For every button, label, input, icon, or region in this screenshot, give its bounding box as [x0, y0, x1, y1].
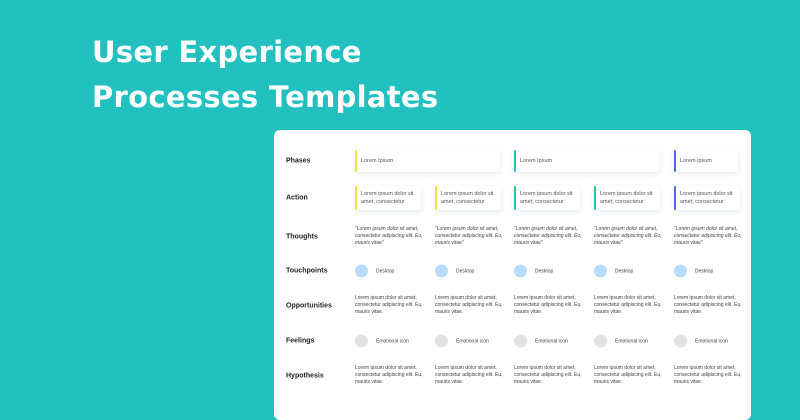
- touchpoint: Desktop: [435, 264, 475, 278]
- hero-title-line2: Processes Templates: [92, 80, 439, 114]
- action-card[interactable]: Lorem ipsum dolor sit amet, consectetur: [355, 186, 421, 210]
- row-label-hypothesis: Hypothesis: [286, 372, 324, 380]
- feeling-label: Emotional icon: [456, 338, 489, 344]
- row-label-opportunities: Opportunities: [286, 302, 332, 310]
- action-card[interactable]: Lorem ipsum dolor sit amet, consectetur: [514, 186, 580, 210]
- row-label-feelings: Feelings: [286, 337, 315, 345]
- touchpoint: Desktop: [594, 264, 634, 278]
- hypothesis-text: Lorem ipsum dolor sit amet, consectetur …: [435, 365, 503, 385]
- opportunity-text: Lorem ipsum dolor sit amet, consectetur …: [594, 295, 662, 315]
- touchpoint-circle-icon: [355, 264, 368, 278]
- phase-card[interactable]: Lorem ipsum: [674, 150, 738, 172]
- thought-text: "Lorem ipsum dolor sit amet, consectetur…: [594, 226, 662, 246]
- feeling: Emotional icon: [674, 334, 728, 348]
- hypothesis-text: Lorem ipsum dolor sit amet, consectetur …: [355, 365, 423, 385]
- emotion-icon: [514, 334, 527, 348]
- row-label-phases: Phases: [286, 157, 311, 165]
- row-label-touchpoints: Touchpoints: [286, 267, 328, 275]
- emotion-icon: [594, 334, 607, 348]
- hypothesis-text: Lorem ipsum dolor sit amet, consectetur …: [594, 365, 662, 385]
- feeling: Emotional icon: [514, 334, 568, 348]
- thought-text: "Lorem ipsum dolor sit amet, consectetur…: [514, 226, 582, 246]
- touchpoint-label: Desktop: [535, 268, 554, 274]
- hypothesis-text: Lorem ipsum dolor sit amet, consectetur …: [514, 365, 582, 385]
- opportunity-text: Lorem ipsum dolor sit amet, consectetur …: [514, 295, 582, 315]
- emotion-icon: [435, 334, 448, 348]
- thought-text: "Lorem ipsum dolor sit amet, consectetur…: [674, 226, 742, 246]
- touchpoint-circle-icon: [674, 264, 687, 278]
- feeling: Emotional icon: [435, 334, 489, 348]
- touchpoint-label: Desktop: [615, 268, 634, 274]
- touchpoint-circle-icon: [594, 264, 607, 278]
- touchpoint: Desktop: [514, 264, 554, 278]
- touchpoint-label: Desktop: [456, 268, 475, 274]
- phase-card[interactable]: Lorem Ipsum: [355, 150, 500, 172]
- feeling-label: Emotional icon: [376, 338, 409, 344]
- touchpoint: Desktop: [355, 264, 395, 278]
- hero-title: User Experience Processes Templates: [92, 30, 438, 120]
- journey-map-card: Phases Action Thoughts Touchpoints Opportuni…: [274, 130, 751, 420]
- row-label-thoughts: Thoughts: [286, 233, 318, 241]
- emotion-icon: [674, 334, 687, 348]
- action-card[interactable]: Lorem ipsum dolor sit amet, consectetur: [674, 186, 740, 210]
- touchpoint-circle-icon: [435, 264, 448, 278]
- action-card[interactable]: Lorem ipsum dolor sit amet, consectetur: [594, 186, 660, 210]
- hypothesis-text: Lorem ipsum dolor sit amet, consectetur …: [674, 365, 742, 385]
- touchpoint-label: Desktop: [376, 268, 395, 274]
- touchpoint: Desktop: [674, 264, 714, 278]
- feeling: Emotional icon: [355, 334, 409, 348]
- feeling-label: Emotional icon: [695, 338, 728, 344]
- emotion-icon: [355, 334, 368, 348]
- phase-card[interactable]: Lorem Ipsum: [514, 150, 659, 172]
- thought-text: "Lorem ipsum dolor sit amet, consectetur…: [435, 226, 503, 246]
- opportunity-text: Lorem ipsum dolor sit amet, consectetur …: [355, 295, 423, 315]
- hero-title-line1: User Experience: [92, 35, 362, 69]
- opportunity-text: Lorem ipsum dolor sit amet, consectetur …: [435, 295, 503, 315]
- feeling-label: Emotional icon: [535, 338, 568, 344]
- row-label-action: Action: [286, 194, 308, 202]
- action-card[interactable]: Lorem ipsum dolor sit amet, consectetur: [435, 186, 501, 210]
- opportunity-text: Lorem ipsum dolor sit amet, consectetur …: [674, 295, 742, 315]
- thought-text: "Lorem ipsum dolor sit amet, consectetur…: [355, 226, 423, 246]
- touchpoint-circle-icon: [514, 264, 527, 278]
- feeling: Emotional icon: [594, 334, 648, 348]
- feeling-label: Emotional icon: [615, 338, 648, 344]
- touchpoint-label: Desktop: [695, 268, 714, 274]
